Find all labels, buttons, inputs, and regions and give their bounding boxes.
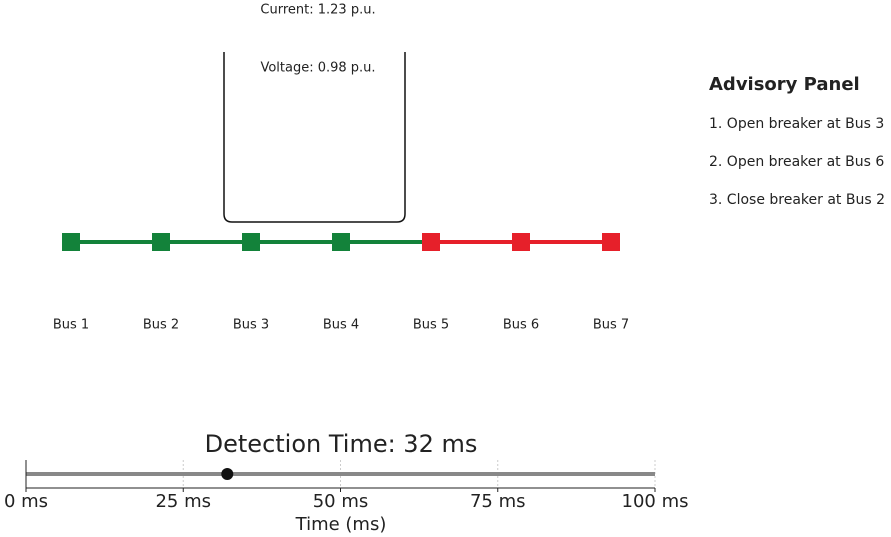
bus-node: [332, 233, 350, 251]
advisory-title: Advisory Panel: [709, 74, 860, 95]
advisory-item: 3. Close breaker at Bus 2: [709, 192, 885, 208]
timeline: 0 ms 25 ms 50 ms 75 ms 100 ms Detection Time:…: [4, 430, 689, 535]
advisory-item: 1. Open breaker at Bus 3: [709, 116, 884, 132]
bus-label: Bus 5: [413, 318, 449, 333]
bus-label: Bus 7: [593, 318, 629, 333]
x-tick-label: 0 ms: [4, 491, 48, 512]
network: Bus 1 Bus 2 Bus 3 Bus 4 Bus 5 Bus 6 Bus 7: [53, 233, 629, 333]
tooltip-voltage: Voltage: 0.98 p.u.: [260, 61, 375, 76]
x-tick-label: 75 ms: [470, 491, 526, 512]
bus-node: [512, 233, 530, 251]
bus-node: [152, 233, 170, 251]
x-tick-label: 50 ms: [313, 491, 369, 512]
advisory-item: 2. Open breaker at Bus 6: [709, 154, 884, 170]
timeline-title: Detection Time: 32 ms: [205, 430, 478, 458]
bus-label: Bus 2: [143, 318, 179, 333]
bus-node: [602, 233, 620, 251]
bus-label: Bus 3: [233, 318, 269, 333]
bus-node: [62, 233, 80, 251]
bus-node: [422, 233, 440, 251]
detection-marker: [221, 468, 234, 480]
x-tick-label: 25 ms: [155, 491, 211, 512]
bus-label: Bus 4: [323, 318, 359, 333]
x-axis-label: Time (ms): [295, 514, 387, 535]
bus-label: Bus 1: [53, 318, 89, 333]
tooltip-box: [223, 52, 406, 223]
bus-node: [242, 233, 260, 251]
x-tick-label: 100 ms: [622, 491, 689, 512]
bus-label: Bus 6: [503, 318, 539, 333]
tooltip-current: Current: 1.23 p.u.: [260, 3, 375, 18]
